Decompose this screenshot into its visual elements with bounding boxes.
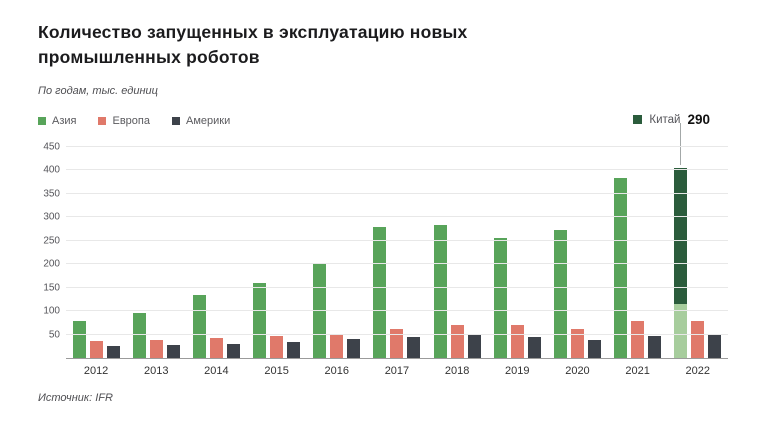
annotation-connector-line xyxy=(680,123,681,166)
bar-asia-2015 xyxy=(253,283,267,359)
y-tick-300: 300 xyxy=(43,211,60,223)
chart-title: Количество запущенных в эксплуатацию нов… xyxy=(38,22,468,68)
china-annotation: Китай 290 xyxy=(633,112,710,127)
legend-item: Америки xyxy=(171,115,231,128)
bar-asia-2020 xyxy=(553,230,567,359)
bar-group-2016 xyxy=(312,147,362,359)
bar-europe-2022 xyxy=(691,320,705,359)
bar-group-2013 xyxy=(131,147,181,359)
bar-americas-2015 xyxy=(287,341,301,359)
bar-group-2020 xyxy=(552,147,602,359)
bar-group-2022 xyxy=(673,147,723,359)
x-label-2015: 2015 xyxy=(264,365,289,378)
y-tick-400: 400 xyxy=(43,164,60,176)
y-tick-200: 200 xyxy=(43,258,60,270)
china-swatch-icon xyxy=(633,115,643,125)
gridline-150 xyxy=(66,286,728,288)
bar-group-2012 xyxy=(71,147,121,359)
bar-group-2015 xyxy=(252,147,302,359)
bar-asia-2018 xyxy=(433,224,447,359)
legend-swatch-icon xyxy=(38,117,46,126)
legend-row: Азия Европа Америки Китай 290 xyxy=(38,112,728,129)
gridline-450 xyxy=(66,146,728,148)
x-label-2012: 2012 xyxy=(83,365,109,378)
bar-group-2019 xyxy=(492,147,542,359)
x-label-2022: 2022 xyxy=(685,365,711,378)
legend-item: Азия xyxy=(38,115,76,127)
bar-americas-2017 xyxy=(407,337,421,359)
gridline-250 xyxy=(66,239,728,241)
bar-americas-2012 xyxy=(106,346,120,359)
legend-swatch-icon xyxy=(171,117,180,126)
bar-americas-2018 xyxy=(467,333,481,359)
legend-label: Америки xyxy=(185,115,231,128)
bar-group-2021 xyxy=(613,147,663,359)
bar-group-2018 xyxy=(432,147,482,359)
bar-europe-2015 xyxy=(270,336,284,359)
bar-americas-2013 xyxy=(166,345,180,359)
bar-americas-2019 xyxy=(527,337,541,359)
bar-europe-2014 xyxy=(209,337,223,359)
bar-europe-2021 xyxy=(631,321,645,359)
bar-europe-2016 xyxy=(330,333,344,359)
bar-americas-2020 xyxy=(587,340,601,359)
gridline-300 xyxy=(66,216,728,218)
bar-group-2014 xyxy=(191,147,241,359)
bar-europe-2017 xyxy=(390,328,404,359)
bar-europe-2013 xyxy=(149,340,163,359)
gridline-350 xyxy=(66,192,728,194)
gridline-50 xyxy=(66,333,728,335)
legend-label: Азия xyxy=(52,115,77,128)
y-tick-350: 350 xyxy=(43,188,60,200)
bar-americas-2021 xyxy=(648,335,662,359)
y-tick-100: 100 xyxy=(43,305,60,317)
legend-label: Европа xyxy=(112,115,150,128)
y-tick-450: 450 xyxy=(43,141,60,153)
bar-americas-2022 xyxy=(708,333,722,359)
x-label-2018: 2018 xyxy=(444,365,470,378)
bar-asia-2014 xyxy=(192,295,206,359)
x-label-2019: 2019 xyxy=(505,365,530,378)
gridline-400 xyxy=(66,169,728,171)
x-axis-labels: 2012 2013 2014 2015 2016 2017 2018 2019 2020 2021… xyxy=(66,365,728,377)
bar-china-segment xyxy=(674,168,688,305)
legend: Азия Европа Америки xyxy=(38,115,230,127)
bar-asia-2013 xyxy=(132,312,146,359)
bar-europe-2018 xyxy=(450,324,464,359)
plot-area: 50 100 150 200 250 300 350 400 450 xyxy=(43,123,728,360)
y-tick-50: 50 xyxy=(48,329,60,341)
bar-americas-2014 xyxy=(226,343,240,359)
bar-europe-2020 xyxy=(570,328,584,359)
bar-americas-2016 xyxy=(347,339,361,359)
bar-europe-2012 xyxy=(89,340,103,359)
bar-groups xyxy=(66,147,728,359)
x-label-2016: 2016 xyxy=(324,365,349,378)
source-note: Источник: IFR xyxy=(38,392,113,405)
china-annotation-value: 290 xyxy=(687,112,710,128)
legend-swatch-icon xyxy=(98,117,107,126)
bar-europe-2019 xyxy=(510,325,524,359)
y-tick-150: 150 xyxy=(43,282,60,294)
x-label-2020: 2020 xyxy=(565,365,590,378)
china-annotation-label: Китай xyxy=(649,113,681,126)
legend-item: Европа xyxy=(98,115,150,127)
x-label-2013: 2013 xyxy=(144,365,169,378)
x-label-2017: 2017 xyxy=(384,365,410,378)
bar-asia-2012 xyxy=(72,320,86,359)
bar-asia-2017 xyxy=(373,226,387,359)
gridline-200 xyxy=(66,263,728,265)
x-label-2014: 2014 xyxy=(204,365,229,378)
bar-group-2017 xyxy=(372,147,422,359)
chart-subtitle: По годам, тыс. единиц xyxy=(38,85,158,98)
bar-asia-2019 xyxy=(493,238,507,359)
y-tick-250: 250 xyxy=(43,235,60,247)
bar-asia-2021 xyxy=(614,177,628,359)
x-label-2021: 2021 xyxy=(625,365,650,378)
gridline-100 xyxy=(66,310,728,312)
